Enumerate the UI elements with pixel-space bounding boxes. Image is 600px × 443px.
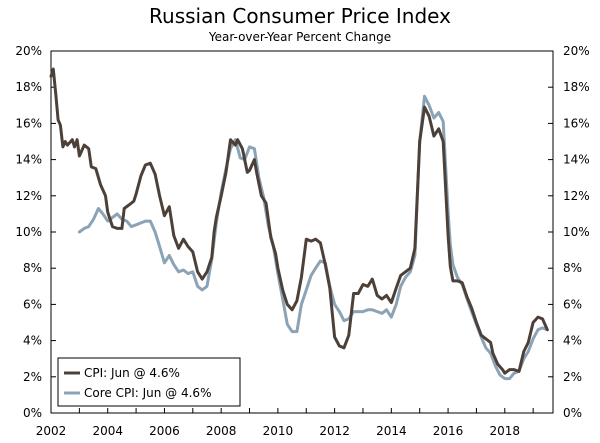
legend-label-cpi: CPI: Jun @ 4.6% [84,366,180,380]
y-tick-label-right: 0% [563,406,582,420]
y-tick-label-left: 0% [23,406,42,420]
y-tick-label-left: 14% [15,153,42,167]
y-tick-label-left: 12% [15,189,42,203]
y-tick-label-left: 2% [23,370,42,384]
x-tick-label: 2008 [206,424,237,438]
x-tick-label: 2006 [149,424,180,438]
x-tick-label: 2012 [319,424,350,438]
y-tick-label-left: 4% [23,334,42,348]
chart-subtitle: Year-over-Year Percent Change [208,30,392,44]
y-tick-label-right: 6% [563,297,582,311]
x-tick-label: 2016 [433,424,464,438]
y-tick-label-right: 14% [563,153,590,167]
y-tick-label-left: 18% [15,80,42,94]
series-line-core-cpi [77,94,549,381]
y-tick-label-right: 20% [563,44,590,58]
y-tick-label-left: 20% [15,44,42,58]
y-tick-label-right: 16% [563,116,590,130]
y-tick-label-right: 12% [563,189,590,203]
y-tick-label-right: 4% [563,334,582,348]
legend-label-core-cpi: Core CPI: Jun @ 4.6% [84,386,211,400]
legend-box [57,357,241,407]
x-tick-label: 2002 [36,424,67,438]
y-tick-label-right: 18% [563,80,590,94]
y-tick-label-left: 16% [15,116,42,130]
y-tick-label-right: 8% [563,261,582,275]
y-tick-label-left: 10% [15,225,42,239]
x-tick-label: 2004 [92,424,123,438]
chart-title: Russian Consumer Price Index [149,4,451,28]
y-tick-label-left: 6% [23,297,42,311]
series-line-cpi [49,67,549,375]
x-tick-label: 2014 [376,424,407,438]
y-tick-label-right: 2% [563,370,582,384]
y-tick-label-right: 10% [563,225,590,239]
x-tick-label: 2018 [490,424,521,438]
x-tick-label: 2010 [263,424,294,438]
y-tick-label-left: 8% [23,261,42,275]
